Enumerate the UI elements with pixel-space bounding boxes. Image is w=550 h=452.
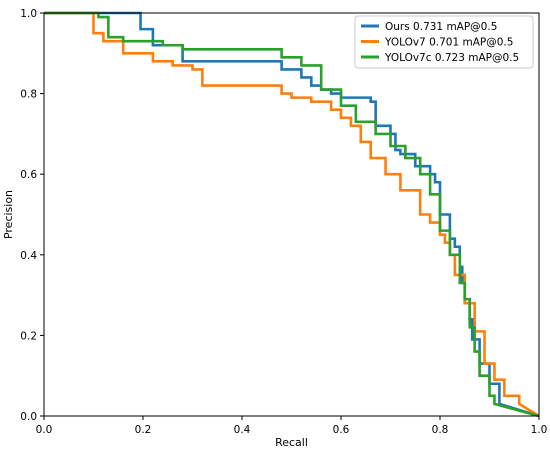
- y-tick-label: 0.6: [20, 169, 37, 181]
- y-axis-label: Precision: [2, 190, 15, 239]
- plot-frame: [43, 12, 540, 417]
- x-tick-label: 0.6: [333, 424, 350, 436]
- y-tick-label: 1.0: [20, 8, 37, 20]
- y-tick-label: 0.8: [20, 89, 37, 101]
- series-line-1: [44, 11, 540, 418]
- y-tick-label: 0.0: [20, 411, 37, 423]
- legend-entry-0: Ours 0.731 mAP@0.5: [385, 21, 497, 33]
- y-tick-label: 0.2: [20, 330, 37, 342]
- y-axis-ticks: 0.0 0.2 0.4 0.6 0.8 1.0: [20, 8, 44, 423]
- x-tick-label: 0.0: [36, 424, 53, 436]
- x-tick-label: 0.8: [432, 424, 449, 436]
- x-axis-label: Recall: [275, 436, 308, 449]
- x-axis-ticks: 0.0 0.2 0.4 0.6 0.8 1.0: [36, 416, 548, 436]
- x-tick-label: 0.4: [234, 424, 251, 436]
- series-line-0: [44, 11, 540, 418]
- y-tick-label: 0.4: [20, 250, 37, 262]
- series-lines: [44, 11, 540, 418]
- legend-entry-1: YOLOv7 0.701 mAP@0.5: [384, 37, 513, 49]
- legend-entry-2: YOLOv7c 0.723 mAP@0.5: [384, 52, 519, 64]
- x-tick-label: 1.0: [531, 424, 548, 436]
- legend-box: [354, 15, 534, 69]
- legend: Ours 0.731 mAP@0.5 YOLOv7 0.701 mAP@0.5 YO…: [354, 15, 534, 69]
- x-tick-label: 0.2: [135, 424, 152, 436]
- series-line-2: [44, 11, 540, 418]
